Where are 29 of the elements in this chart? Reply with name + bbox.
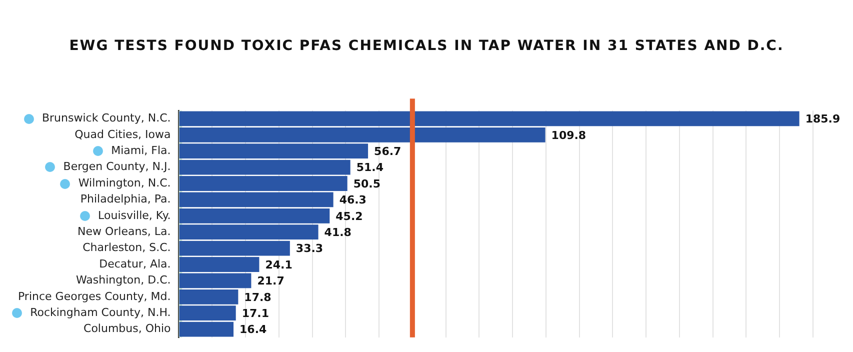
y-tick-label: Bergen County, N.J. — [63, 160, 171, 174]
y-tick-label: Washington, D.C. — [76, 274, 171, 287]
y-tick-label: Charleston, S.C. — [82, 241, 171, 254]
data-label: 51.4 — [356, 161, 384, 174]
chart-title: EWG TESTS FOUND TOXIC PFAS CHEMICALS IN TAP WATER IN 31 STATES AND D.C. — [68, 38, 785, 54]
data-label: 45.2 — [336, 210, 363, 223]
data-label: 185.9 — [805, 112, 840, 126]
y-tick-label: Columbus, Ohio — [84, 322, 172, 336]
data-label: 109.8 — [551, 128, 586, 142]
data-label: 17.8 — [244, 290, 272, 304]
y-tick-label: New Orleans, La. — [77, 224, 171, 238]
y-tick-label: Louisville, Ky. — [98, 208, 171, 222]
y-tick-label: Philadelphia, Pa. — [80, 192, 171, 206]
data-label: 21.7 — [257, 274, 284, 288]
y-tick-label: Decatur, Ala. — [99, 257, 171, 270]
data-label: 50.5 — [353, 177, 380, 190]
y-tick-label: Wilmington, N.C. — [78, 176, 171, 190]
data-label: 24.1 — [265, 258, 292, 272]
data-label: 17.1 — [242, 306, 269, 320]
data-label: 46.3 — [339, 194, 366, 207]
data-label: 56.7 — [374, 144, 402, 158]
y-tick-label: Brunswick County, N.C. — [42, 112, 171, 125]
data-label: 41.8 — [324, 226, 352, 239]
y-tick-label: Rockingham County, N.H. — [30, 306, 171, 319]
data-label: 33.3 — [296, 242, 324, 256]
y-tick-label: Miami, Fla. — [111, 144, 171, 157]
y-tick-label: Prince Georges County, Md. — [18, 290, 171, 303]
y-tick-label: Quad Cities, Iowa — [74, 128, 171, 141]
data-label: 16.4 — [240, 323, 267, 336]
